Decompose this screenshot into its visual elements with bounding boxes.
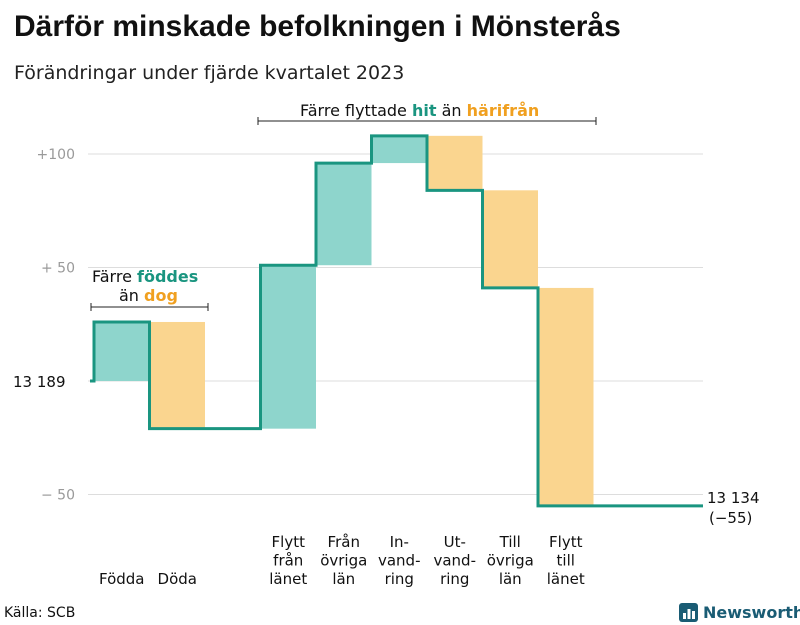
source-note: Källa: SCB	[4, 605, 75, 621]
end-value-label: 13 134	[707, 489, 760, 507]
svg-text:Färre flyttade hit än härifrå: Färre flyttade hit än härifrån	[300, 101, 539, 120]
brand-name: Newsworthy	[703, 603, 800, 622]
category-label: Flytt från länet	[269, 533, 307, 588]
bar	[371, 135, 427, 164]
migration-bracket	[257, 117, 597, 125]
category-label: Från övriga län	[320, 533, 367, 588]
bars	[94, 135, 594, 506]
birth-annotation: Färre föddes än dog	[90, 267, 209, 311]
birth-ann-highlight1: föddes	[137, 267, 198, 286]
category-label: Ut-vand-ring	[433, 533, 476, 588]
birth-ann-text2: än	[119, 286, 139, 305]
migration-ann-text1: Färre flyttade	[300, 101, 407, 120]
svg-text:Färre föddes: Färre föddes	[92, 267, 198, 286]
birth-ann-highlight2: dog	[144, 286, 178, 305]
chart-subtitle: Förändringar under fjärde kvartalet 2023	[14, 62, 404, 84]
bar	[149, 321, 205, 429]
y-axis-ticks: +100 + 50 − 50	[37, 147, 75, 504]
category-label: Flytt till länet	[547, 533, 585, 588]
category-label: Döda	[158, 570, 197, 588]
end-change-label: (−55)	[709, 509, 752, 527]
bar	[427, 135, 483, 191]
y-tick-label: − 50	[41, 488, 75, 504]
bar	[94, 321, 150, 381]
bar	[538, 287, 594, 506]
migration-annotation: Färre flyttade hit än härifrån	[257, 101, 597, 125]
svg-text:än dog: än dog	[119, 286, 178, 305]
newsworthy-logo: Newsworthy	[679, 603, 800, 622]
category-label: Födda	[99, 570, 145, 588]
cumulative-step-line	[90, 134, 703, 508]
category-label: Till övriga län	[487, 533, 534, 588]
birth-bracket	[90, 303, 209, 311]
birth-ann-text1: Färre	[92, 267, 132, 286]
y-tick-label: + 50	[41, 261, 75, 277]
bar	[260, 265, 316, 429]
start-value-label: 13 189	[13, 373, 66, 391]
migration-ann-text2: än	[442, 101, 462, 120]
category-label: In-vand-ring	[378, 533, 421, 588]
chart-title: Därför minskade befolkningen i Mönsterås	[14, 10, 621, 43]
category-labels: Födda Döda Flytt från länet Från övriga län In-v…	[99, 533, 585, 588]
y-tick-label: +100	[37, 147, 75, 163]
migration-ann-highlight2: härifrån	[467, 101, 540, 120]
bar	[316, 163, 372, 266]
migration-ann-highlight1: hit	[412, 101, 437, 120]
bar	[482, 190, 538, 288]
